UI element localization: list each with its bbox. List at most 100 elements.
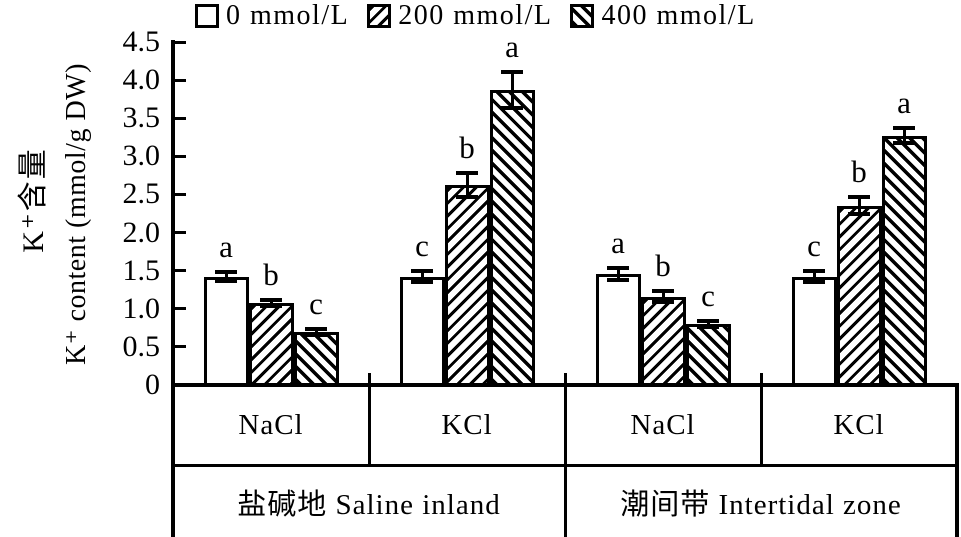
axis-divider-tick	[367, 373, 371, 385]
y-tick-mark	[175, 307, 186, 311]
legend-swatch-400mmol	[570, 4, 595, 28]
y-tick-label: 3.0	[122, 139, 161, 173]
error-bar-line	[812, 271, 816, 283]
error-bar-line	[465, 173, 469, 198]
y-tick-mark	[175, 40, 186, 44]
bar	[203, 276, 249, 386]
salt-label-cell: NaCl	[630, 408, 696, 441]
axis-divider-tick	[759, 373, 763, 385]
y-tick-label: 1.5	[122, 253, 161, 287]
salt-cell-divider	[367, 385, 371, 465]
error-bar-cap-top	[215, 270, 237, 275]
table-left-border	[171, 385, 175, 537]
legend-item-200mmol: 200 mmol/L	[367, 1, 552, 31]
y-tick-label: 4.5	[122, 25, 161, 58]
error-bar-cap-top	[411, 269, 433, 274]
bar	[685, 324, 731, 386]
y-tick-label: 0	[145, 368, 160, 401]
significance-letter: c	[415, 228, 429, 264]
error-bar-cap-bottom	[501, 105, 523, 110]
bar	[399, 276, 445, 386]
error-bar-cap-bottom	[652, 299, 674, 304]
error-bar-cap-top	[652, 289, 674, 294]
bar	[640, 296, 686, 386]
significance-letter: a	[897, 85, 911, 121]
error-bar-line	[857, 197, 861, 215]
y-axis	[171, 40, 175, 387]
error-bar-line	[269, 299, 273, 306]
legend-item-400mmol: 400 mmol/L	[570, 1, 755, 31]
error-bar-cap-top	[501, 70, 523, 75]
legend-label-400mmol: 400 mmol/L	[601, 0, 756, 31]
y-tick-mark	[175, 269, 186, 273]
error-bar-cap-bottom	[260, 303, 282, 308]
bar	[791, 276, 837, 386]
bar	[595, 273, 641, 386]
error-bar-cap-top	[848, 195, 870, 200]
error-bar-line	[706, 320, 710, 328]
y-tick-label: 0.5	[122, 329, 161, 363]
legend-swatch-0mmol	[195, 4, 219, 28]
salt-cell-divider	[759, 385, 763, 465]
y-tick-mark	[175, 192, 186, 196]
y-tick-label: 2.0	[122, 215, 161, 249]
y-tick-label: 4.0	[122, 63, 161, 97]
error-bar-cap-top	[607, 265, 629, 270]
error-bar-cap-bottom	[411, 280, 433, 285]
error-bar-cap-bottom	[305, 332, 327, 337]
error-bar-cap-top	[456, 171, 478, 176]
error-bar-line	[420, 271, 424, 283]
y-tick-label: 1.0	[122, 291, 161, 325]
legend-label-0mmol: 0 mmol/L	[226, 0, 350, 31]
error-bar-cap-bottom	[848, 212, 870, 217]
y-tick-label: 3.5	[122, 101, 161, 135]
significance-letter: a	[611, 224, 625, 260]
error-bar-line	[616, 267, 620, 280]
error-bar-cap-bottom	[893, 141, 915, 146]
error-bar-line	[224, 272, 228, 282]
error-bar-cap-bottom	[607, 277, 629, 282]
y-tick-mark	[175, 345, 186, 349]
error-bar-line	[510, 72, 514, 108]
legend: 0 mmol/L 200 mmol/L 400 mmol/L	[195, 1, 756, 31]
significance-letter: b	[263, 256, 279, 292]
y-tick-label: 2.5	[122, 177, 161, 211]
significance-letter: b	[459, 130, 475, 166]
significance-letter: b	[655, 248, 671, 284]
zone-label-cell: 盐碱地 Saline inland	[237, 489, 501, 521]
error-bar-cap-bottom	[456, 195, 478, 200]
error-bar-cap-top	[305, 326, 327, 331]
axis-divider-tick	[563, 373, 567, 385]
y-tick-mark	[175, 231, 186, 235]
y-tick-mark	[175, 116, 186, 120]
error-bar-line	[902, 128, 906, 144]
significance-letter: c	[701, 277, 715, 313]
salt-label-cell: NaCl	[238, 408, 304, 441]
error-bar-cap-bottom	[215, 279, 237, 284]
zone-cell-divider	[563, 465, 567, 537]
legend-label-200mmol: 200 mmol/L	[398, 0, 553, 31]
significance-letter: b	[851, 154, 867, 190]
y-tick-mark	[175, 78, 186, 82]
error-bar-line	[314, 328, 318, 335]
significance-letter: a	[505, 29, 519, 65]
bar	[489, 90, 535, 386]
error-bar-line	[661, 291, 665, 302]
error-bar-cap-bottom	[697, 325, 719, 330]
legend-swatch-200mmol	[367, 4, 392, 28]
y-tick-mark	[175, 154, 186, 158]
bar	[444, 185, 490, 386]
error-bar-cap-top	[260, 297, 282, 302]
zone-label-cell: 潮间带 Intertidal zone	[620, 489, 902, 521]
salt-label-cell: KCl	[833, 408, 885, 441]
salt-label-cell: KCl	[441, 408, 493, 441]
error-bar-cap-top	[803, 269, 825, 274]
error-bar-cap-bottom	[803, 280, 825, 285]
legend-item-0mmol: 0 mmol/L	[195, 1, 349, 31]
salt-cell-divider	[563, 385, 567, 465]
bar	[248, 302, 294, 386]
error-bar-cap-top	[893, 126, 915, 131]
error-bar-cap-top	[697, 318, 719, 323]
